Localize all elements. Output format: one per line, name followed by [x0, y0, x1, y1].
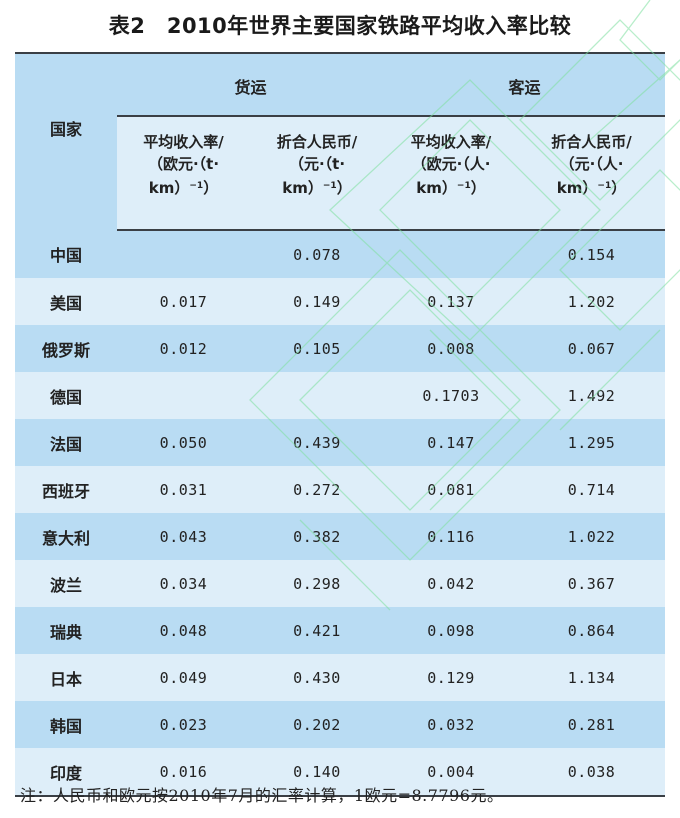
freight-eur-cell: 0.048 — [117, 607, 250, 654]
passenger-cny-cell: 0.714 — [518, 466, 666, 513]
country-cell: 西班牙 — [15, 466, 117, 513]
table-row: 西班牙 0.031 0.272 0.081 0.714 — [15, 466, 666, 513]
freight-eur-cell: 0.034 — [117, 560, 250, 607]
freight-cny-cell: 0.202 — [250, 701, 385, 748]
passenger-eur-cell: 0.008 — [384, 325, 519, 372]
table-body: 中国 0.078 0.154 美国 0.017 0.149 0.137 1.20… — [15, 230, 666, 797]
passenger-eur-cell: 0.004 — [384, 748, 519, 797]
header-line: km）−1） — [282, 179, 352, 197]
freight-cny-equivalent-header: 折合人民币/ （元·（t· km）−1） — [250, 117, 385, 231]
table-row: 韩国 0.023 0.202 0.032 0.281 — [15, 701, 666, 748]
freight-group-header: 货运 — [117, 52, 385, 117]
country-cell: 德国 — [15, 372, 117, 419]
passenger-eur-cell: 0.081 — [384, 466, 519, 513]
freight-cny-cell — [250, 372, 385, 419]
header-line: 平均收入率/ — [410, 133, 492, 151]
freight-eur-cell: 0.017 — [117, 278, 250, 325]
table-row: 意大利 0.043 0.382 0.116 1.022 — [15, 513, 666, 560]
country-cell: 印度 — [15, 748, 117, 797]
freight-eur-cell — [117, 372, 250, 419]
country-cell: 俄罗斯 — [15, 325, 117, 372]
table-row: 瑞典 0.048 0.421 0.098 0.864 — [15, 607, 666, 654]
country-cell: 美国 — [15, 278, 117, 325]
header-group-row: 国家 货运 客运 — [15, 52, 666, 230]
freight-cny-cell: 0.272 — [250, 466, 385, 513]
passenger-group-label: 客运 — [384, 54, 666, 117]
freight-cny-cell: 0.140 — [250, 748, 385, 797]
passenger-cny-cell: 1.022 — [518, 513, 666, 560]
passenger-cny-cell: 0.367 — [518, 560, 666, 607]
table-row: 美国 0.017 0.149 0.137 1.202 — [15, 278, 666, 325]
passenger-cny-cell: 1.134 — [518, 654, 666, 701]
passenger-eur-cell: 0.098 — [384, 607, 519, 654]
freight-group-label: 货运 — [117, 54, 385, 117]
passenger-eur-cell: 0.129 — [384, 654, 519, 701]
country-cell: 波兰 — [15, 560, 117, 607]
country-cell: 日本 — [15, 654, 117, 701]
table-row: 波兰 0.034 0.298 0.042 0.367 — [15, 560, 666, 607]
freight-cny-cell: 0.439 — [250, 419, 385, 466]
country-cell: 法国 — [15, 419, 117, 466]
passenger-cny-cell: 0.281 — [518, 701, 666, 748]
passenger-cny-equivalent-header: 折合人民币/ （元·（人· km）−1） — [518, 117, 666, 231]
passenger-eur-cell — [384, 230, 519, 278]
freight-cny-cell: 0.078 — [250, 230, 385, 278]
passenger-eur-cell: 0.042 — [384, 560, 519, 607]
passenger-cny-cell: 0.038 — [518, 748, 666, 797]
header-line: （欧元·（t· — [147, 155, 220, 173]
table-footnote: 注：人民币和欧元按2010年7月的汇率计算，1欧元=8.7796元。 — [20, 786, 504, 805]
passenger-eur-cell: 0.137 — [384, 278, 519, 325]
freight-eur-cell: 0.016 — [117, 748, 250, 797]
header-line: km）−1） — [148, 179, 219, 197]
passenger-eur-cell: 0.147 — [384, 419, 519, 466]
header-line: 折合人民币/ — [551, 133, 632, 151]
freight-cny-cell: 0.421 — [250, 607, 385, 654]
passenger-group-header: 客运 — [384, 52, 666, 117]
freight-eur-cell — [117, 230, 250, 278]
freight-eur-cell: 0.012 — [117, 325, 250, 372]
header-line: km）−1） — [416, 179, 486, 197]
country-cell: 瑞典 — [15, 607, 117, 654]
country-cell: 韩国 — [15, 701, 117, 748]
header-line: （元·（t· — [288, 155, 346, 173]
freight-cny-cell: 0.149 — [250, 278, 385, 325]
passenger-cny-cell: 0.864 — [518, 607, 666, 654]
header-line: 折合人民币/ — [276, 133, 358, 151]
header-line: km）−1） — [556, 179, 627, 197]
header-line: 平均收入率/ — [143, 133, 224, 151]
passenger-cny-cell: 1.202 — [518, 278, 666, 325]
freight-eur-cell: 0.050 — [117, 419, 250, 466]
comparison-table-container: 国家 货运 客运 平均收入率/ （欧元·（t· km）−1） 折合人民币/ （元… — [15, 52, 666, 797]
table-row: 德国 0.1703 1.492 — [15, 372, 666, 419]
freight-avg-revenue-eur-header: 平均收入率/ （欧元·（t· km）−1） — [117, 117, 250, 231]
passenger-cny-cell: 0.154 — [518, 230, 666, 278]
passenger-cny-cell: 0.067 — [518, 325, 666, 372]
header-line: （欧元·（人· — [411, 155, 491, 173]
passenger-eur-cell: 0.032 — [384, 701, 519, 748]
passenger-cny-cell: 1.295 — [518, 419, 666, 466]
country-cell: 意大利 — [15, 513, 117, 560]
country-column-header: 国家 — [15, 52, 117, 230]
freight-eur-cell: 0.023 — [117, 701, 250, 748]
freight-eur-cell: 0.049 — [117, 654, 250, 701]
country-cell: 中国 — [15, 230, 117, 278]
freight-cny-cell: 0.105 — [250, 325, 385, 372]
table-row: 日本 0.049 0.430 0.129 1.134 — [15, 654, 666, 701]
passenger-eur-cell: 0.1703 — [384, 372, 519, 419]
railway-revenue-table: 国家 货运 客运 平均收入率/ （欧元·（t· km）−1） 折合人民币/ （元… — [15, 52, 666, 797]
table-title: 表2 2010年世界主要国家铁路平均收入率比较 — [108, 14, 572, 38]
table-row: 印度 0.016 0.140 0.004 0.038 — [15, 748, 666, 797]
passenger-avg-revenue-eur-header: 平均收入率/ （欧元·（人· km）−1） — [384, 117, 519, 231]
table-row: 俄罗斯 0.012 0.105 0.008 0.067 — [15, 325, 666, 372]
passenger-cny-cell: 1.492 — [518, 372, 666, 419]
freight-eur-cell: 0.031 — [117, 466, 250, 513]
freight-cny-cell: 0.430 — [250, 654, 385, 701]
header-line: （元·（人· — [559, 155, 624, 173]
freight-cny-cell: 0.298 — [250, 560, 385, 607]
freight-cny-cell: 0.382 — [250, 513, 385, 560]
table-row: 法国 0.050 0.439 0.147 1.295 — [15, 419, 666, 466]
table-row: 中国 0.078 0.154 — [15, 230, 666, 278]
freight-eur-cell: 0.043 — [117, 513, 250, 560]
passenger-eur-cell: 0.116 — [384, 513, 519, 560]
